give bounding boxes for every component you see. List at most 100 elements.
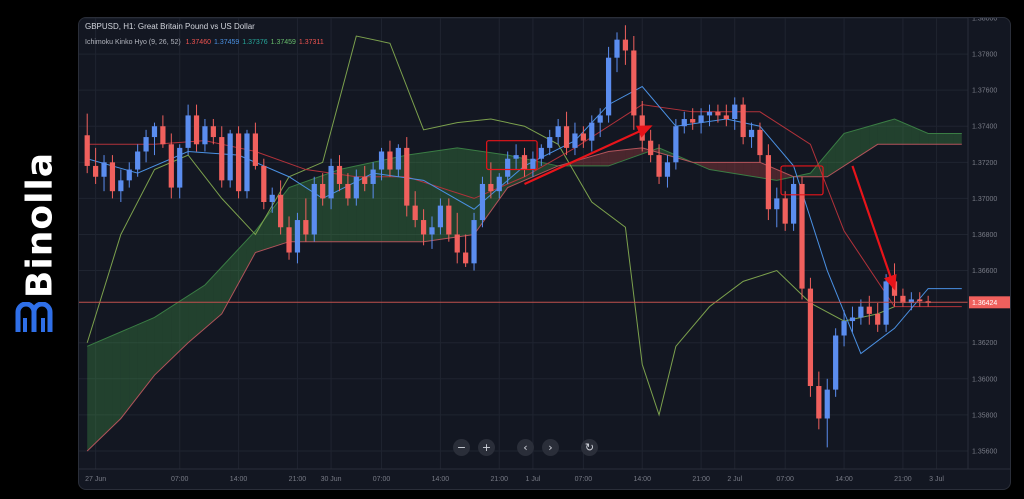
cloud-segment xyxy=(87,342,96,451)
x-tick-label: 07:00 xyxy=(776,476,794,483)
cloud-segment xyxy=(701,162,710,170)
candle-body xyxy=(774,198,780,210)
candle-body xyxy=(143,137,149,152)
candle-body xyxy=(799,183,805,289)
cloud-segment xyxy=(95,339,105,443)
candle-body xyxy=(538,147,544,159)
candle-body xyxy=(681,119,687,127)
candle-body xyxy=(530,158,536,170)
candle-body xyxy=(622,39,629,51)
y-tick-label: 1.35600 xyxy=(972,448,997,455)
binolla-logo-icon xyxy=(15,302,53,332)
candle-body xyxy=(404,147,410,206)
x-tick-label: 14:00 xyxy=(835,476,853,483)
candle-body xyxy=(345,183,351,199)
cloud-segment xyxy=(171,301,180,359)
y-tick-label: 1.37200 xyxy=(972,160,997,167)
current-price-label: 1.36424 xyxy=(972,300,997,307)
candle-body xyxy=(790,183,797,224)
y-tick-label: 1.37800 xyxy=(972,52,997,59)
x-tick-label: 2 Jul xyxy=(727,476,742,483)
candle-body xyxy=(740,104,746,138)
candle-body xyxy=(875,313,881,325)
candle-body xyxy=(227,133,233,181)
cloud-segment xyxy=(583,156,592,166)
candle-body xyxy=(496,176,502,192)
cloud-segment xyxy=(835,133,845,172)
candle-body xyxy=(555,126,561,138)
candle-body xyxy=(900,295,906,304)
cloud-segment xyxy=(936,133,945,145)
chart-panel[interactable]: 1.38000 1.37800 1.37600 1.37400 1.37200 1.370… xyxy=(78,17,1011,490)
cloud-segment xyxy=(642,147,651,154)
cloud-segment xyxy=(238,239,247,284)
candle-body xyxy=(303,220,309,235)
candle-body xyxy=(395,147,401,170)
cloud-segment xyxy=(465,149,475,236)
cloud-segment xyxy=(617,149,626,163)
candle-body xyxy=(210,126,216,138)
candle-body xyxy=(664,162,671,177)
x-tick-label: 21:00 xyxy=(894,476,912,483)
candle-body xyxy=(572,133,578,148)
x-tick-label: 21:00 xyxy=(692,476,710,483)
indicator-value-3: 1.37459 xyxy=(270,39,296,46)
candle-body xyxy=(866,306,872,314)
senkou-span-b-line xyxy=(86,143,962,452)
price-chart[interactable]: 1.38000 1.37800 1.37600 1.37400 1.37200 1.370… xyxy=(79,18,1010,489)
cloud-segment xyxy=(953,133,962,145)
cloud-segment xyxy=(154,312,163,376)
candle-body xyxy=(782,198,788,224)
x-tick-label: 14:00 xyxy=(633,476,651,483)
chart-navigation: − + ‹ › ↻ xyxy=(453,439,598,456)
cloud-segment xyxy=(221,257,231,314)
cloud-segment xyxy=(608,150,618,166)
candle-body xyxy=(420,220,427,235)
candle-body xyxy=(84,135,90,166)
scroll-right-button[interactable]: › xyxy=(542,439,559,456)
candle-body xyxy=(563,126,570,148)
x-tick-label: 21:00 xyxy=(491,476,509,483)
candle-body xyxy=(93,165,99,177)
candle-body xyxy=(656,155,662,177)
scroll-left-button[interactable]: ‹ xyxy=(517,439,534,456)
candle-body xyxy=(723,115,729,120)
y-tick-label: 1.36600 xyxy=(972,268,997,275)
cloud-segment xyxy=(381,158,390,242)
cloud-segment xyxy=(743,162,752,177)
cloud-segment xyxy=(263,209,273,250)
candle-body xyxy=(177,147,183,188)
chart-title: GBPUSD, H1: Great Britain Pound vs US Do… xyxy=(85,22,255,31)
indicator-value-2: 1.37376 xyxy=(242,39,268,46)
cloud-segment xyxy=(852,128,861,161)
candle-body xyxy=(706,111,713,116)
candle-body xyxy=(202,126,208,145)
candle-body xyxy=(488,183,494,192)
cloud-segment xyxy=(137,321,147,397)
cloud-segment xyxy=(213,266,222,322)
candle-body xyxy=(454,234,460,253)
candle-body xyxy=(521,155,528,170)
candle-body xyxy=(185,115,191,148)
reset-chart-button[interactable]: ↻ xyxy=(581,439,598,456)
candle-body xyxy=(589,122,595,141)
cloud-segment xyxy=(709,162,718,171)
cloud-segment xyxy=(457,147,466,237)
candle-body xyxy=(614,39,620,58)
y-tick-label: 1.37000 xyxy=(972,196,997,203)
highlight-box xyxy=(780,165,824,196)
candle-body xyxy=(151,126,158,138)
cloud-segment xyxy=(717,162,727,173)
candle-body xyxy=(513,155,519,159)
zoom-out-button[interactable]: − xyxy=(453,439,470,456)
x-tick-label: 14:00 xyxy=(432,476,450,483)
x-tick-label: 07:00 xyxy=(373,476,391,483)
cloud-segment xyxy=(633,147,643,157)
zoom-in-button[interactable]: + xyxy=(478,439,495,456)
candle-body xyxy=(252,133,259,166)
cloud-segment xyxy=(886,119,895,145)
brand-sidebar: Binolla xyxy=(0,0,78,499)
candle-body xyxy=(471,220,477,264)
x-tick-label: 27 Jun xyxy=(85,476,106,483)
y-tick-label: 1.35800 xyxy=(972,412,997,419)
